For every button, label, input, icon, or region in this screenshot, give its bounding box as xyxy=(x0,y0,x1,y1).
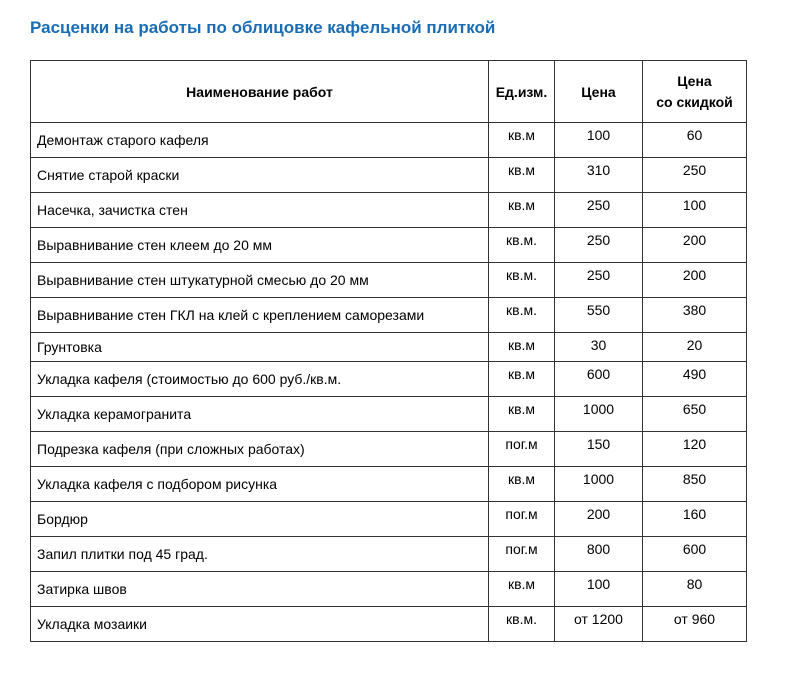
cell-discount: 100 xyxy=(643,193,747,228)
table-row: Подрезка кафеля (при сложных работах)пог… xyxy=(31,432,747,467)
table-row: Демонтаж старого кафелякв.м10060 xyxy=(31,123,747,158)
cell-name: Выравнивание стен ГКЛ на клей с креплени… xyxy=(31,298,489,333)
table-row: Укладка мозаикикв.м.от 1200от 960 xyxy=(31,607,747,642)
cell-price: 200 xyxy=(555,502,643,537)
cell-unit: кв.м xyxy=(489,362,555,397)
cell-price: 100 xyxy=(555,572,643,607)
cell-discount: 600 xyxy=(643,537,747,572)
cell-unit: кв.м. xyxy=(489,607,555,642)
cell-discount: 60 xyxy=(643,123,747,158)
table-row: Бордюрпог.м200160 xyxy=(31,502,747,537)
header-price: Цена xyxy=(555,61,643,123)
cell-discount: 200 xyxy=(643,263,747,298)
table-row: Затирка швовкв.м10080 xyxy=(31,572,747,607)
cell-discount: 250 xyxy=(643,158,747,193)
table-row: Укладка керамогранитакв.м1000650 xyxy=(31,397,747,432)
cell-price: 310 xyxy=(555,158,643,193)
cell-discount: 80 xyxy=(643,572,747,607)
cell-price: 800 xyxy=(555,537,643,572)
table-row: Грунтовкакв.м3020 xyxy=(31,333,747,362)
cell-name: Укладка мозаики xyxy=(31,607,489,642)
cell-discount: 850 xyxy=(643,467,747,502)
cell-unit: пог.м xyxy=(489,502,555,537)
cell-price: 100 xyxy=(555,123,643,158)
cell-name: Затирка швов xyxy=(31,572,489,607)
cell-price: 1000 xyxy=(555,467,643,502)
cell-unit: кв.м xyxy=(489,158,555,193)
cell-price: 150 xyxy=(555,432,643,467)
table-body: Демонтаж старого кафелякв.м10060Снятие с… xyxy=(31,123,747,642)
cell-unit: кв.м. xyxy=(489,228,555,263)
table-row: Снятие старой краскикв.м310250 xyxy=(31,158,747,193)
table-row: Укладка кафеля (стоимостью до 600 руб./к… xyxy=(31,362,747,397)
cell-unit: кв.м xyxy=(489,123,555,158)
cell-price: 250 xyxy=(555,193,643,228)
cell-name: Выравнивание стен клеем до 20 мм xyxy=(31,228,489,263)
pricing-table: Наименование работ Ед.изм. Цена Ценасо с… xyxy=(30,60,747,642)
cell-price: 30 xyxy=(555,333,643,362)
table-row: Выравнивание стен клеем до 20 ммкв.м.250… xyxy=(31,228,747,263)
cell-price: 600 xyxy=(555,362,643,397)
cell-name: Укладка кафеля с подбором рисунка xyxy=(31,467,489,502)
cell-discount: от 960 xyxy=(643,607,747,642)
table-row: Насечка, зачистка стенкв.м250100 xyxy=(31,193,747,228)
cell-discount: 160 xyxy=(643,502,747,537)
cell-discount: 200 xyxy=(643,228,747,263)
cell-price: 250 xyxy=(555,263,643,298)
cell-price: 550 xyxy=(555,298,643,333)
header-name: Наименование работ xyxy=(31,61,489,123)
cell-name: Насечка, зачистка стен xyxy=(31,193,489,228)
cell-unit: кв.м xyxy=(489,397,555,432)
header-unit: Ед.изм. xyxy=(489,61,555,123)
page-title: Расценки на работы по облицовке кафельно… xyxy=(30,18,755,38)
cell-unit: кв.м xyxy=(489,572,555,607)
cell-name: Укладка кафеля (стоимостью до 600 руб./к… xyxy=(31,362,489,397)
cell-name: Снятие старой краски xyxy=(31,158,489,193)
table-row: Выравнивание стен штукатурной смесью до … xyxy=(31,263,747,298)
cell-unit: кв.м xyxy=(489,193,555,228)
cell-name: Запил плитки под 45 град. xyxy=(31,537,489,572)
cell-unit: кв.м xyxy=(489,333,555,362)
cell-name: Грунтовка xyxy=(31,333,489,362)
cell-name: Укладка керамогранита xyxy=(31,397,489,432)
cell-discount: 20 xyxy=(643,333,747,362)
table-row: Запил плитки под 45 град.пог.м800600 xyxy=(31,537,747,572)
cell-price: 1000 xyxy=(555,397,643,432)
cell-unit: пог.м xyxy=(489,432,555,467)
cell-discount: 490 xyxy=(643,362,747,397)
cell-discount: 120 xyxy=(643,432,747,467)
cell-unit: кв.м xyxy=(489,467,555,502)
table-header-row: Наименование работ Ед.изм. Цена Ценасо с… xyxy=(31,61,747,123)
cell-price: от 1200 xyxy=(555,607,643,642)
cell-price: 250 xyxy=(555,228,643,263)
cell-unit: пог.м xyxy=(489,537,555,572)
cell-name: Подрезка кафеля (при сложных работах) xyxy=(31,432,489,467)
cell-discount: 650 xyxy=(643,397,747,432)
cell-unit: кв.м. xyxy=(489,263,555,298)
cell-name: Выравнивание стен штукатурной смесью до … xyxy=(31,263,489,298)
cell-name: Демонтаж старого кафеля xyxy=(31,123,489,158)
table-row: Выравнивание стен ГКЛ на клей с креплени… xyxy=(31,298,747,333)
cell-discount: 380 xyxy=(643,298,747,333)
cell-name: Бордюр xyxy=(31,502,489,537)
cell-unit: кв.м. xyxy=(489,298,555,333)
header-discount: Ценасо скидкой xyxy=(643,61,747,123)
table-row: Укладка кафеля с подбором рисункакв.м100… xyxy=(31,467,747,502)
